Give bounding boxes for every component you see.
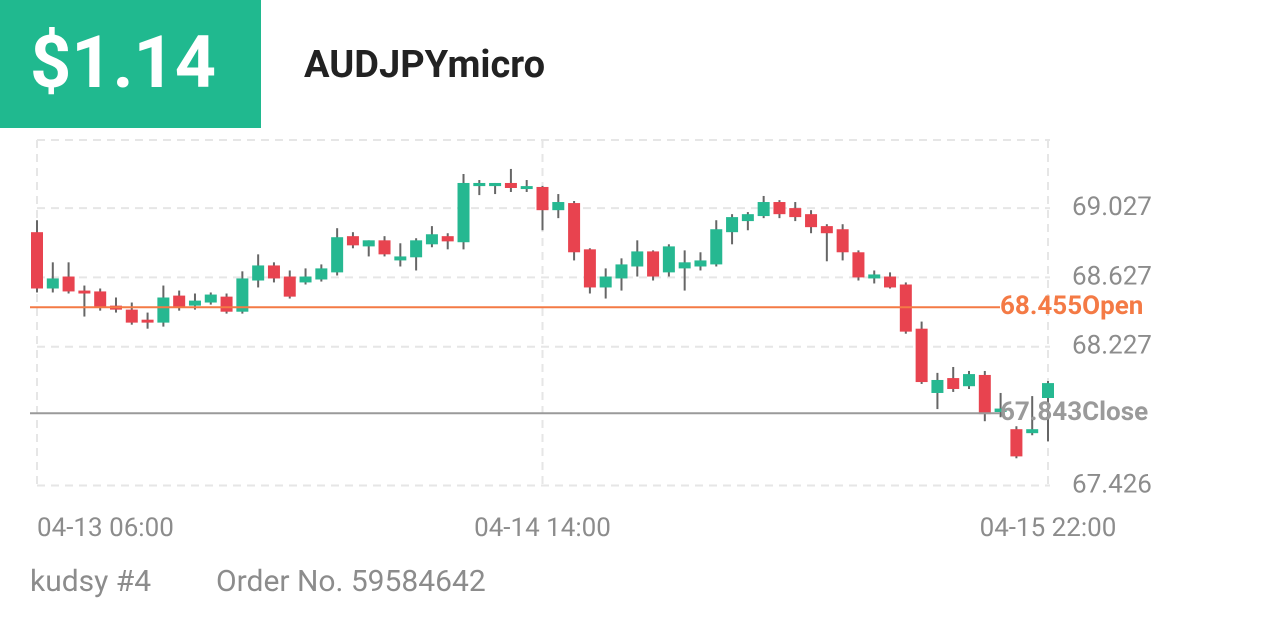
- reference-value: 67.843: [1000, 397, 1082, 427]
- candle-body: [78, 290, 91, 294]
- reference-label: 67.843Close: [1000, 397, 1148, 427]
- candle-body: [647, 251, 660, 277]
- candle-body: [489, 182, 502, 187]
- candle-body: [915, 328, 928, 383]
- candle-body: [978, 374, 991, 415]
- candle-body: [473, 182, 486, 187]
- candle-body: [963, 374, 976, 387]
- candle-body: [994, 408, 1007, 413]
- candle-body: [773, 202, 786, 215]
- candle-body: [410, 240, 423, 258]
- reference-value: 68.455: [1000, 291, 1082, 321]
- candle-body: [362, 240, 375, 247]
- candle-body: [204, 294, 217, 303]
- candle-body: [125, 309, 138, 323]
- candle-body: [726, 217, 739, 233]
- candle-body: [1026, 429, 1039, 434]
- x-tick-label: 04-14 14:00: [474, 513, 611, 543]
- candle-body: [757, 202, 770, 217]
- candle-body: [188, 300, 201, 306]
- candle-body: [267, 265, 280, 279]
- y-tick-label: 68.227: [1072, 331, 1152, 361]
- x-tick-label: 04-15 22:00: [980, 513, 1117, 543]
- candle-body: [346, 236, 359, 246]
- candle-body: [741, 214, 754, 222]
- candle-body: [868, 274, 881, 279]
- reference-name: Open: [1082, 291, 1143, 321]
- symbol: AUDJPYmicro: [304, 43, 545, 87]
- account: kudsy #4: [30, 564, 151, 599]
- candle-body: [62, 276, 75, 292]
- candle-body: [220, 296, 233, 312]
- candle-body: [520, 186, 533, 190]
- candle-body: [1042, 383, 1054, 398]
- candle-body: [252, 265, 265, 281]
- candle-body: [141, 319, 154, 323]
- candle-body: [599, 276, 612, 288]
- candle-body: [820, 226, 833, 234]
- candle-body: [947, 378, 960, 389]
- candle-body: [568, 203, 581, 253]
- y-tick-label: 68.627: [1072, 261, 1152, 291]
- candle-body: [805, 214, 818, 228]
- candle-body: [378, 240, 391, 255]
- candle-body: [315, 268, 328, 280]
- candle-body: [583, 249, 596, 288]
- candle-body: [662, 246, 675, 273]
- candle-body: [441, 236, 454, 242]
- candle-body: [1010, 429, 1023, 457]
- candle-body: [884, 276, 897, 288]
- candle-body: [236, 278, 249, 312]
- plot: 67.426 68.227 68.627 69.027 04-13 06:00 04-14…: [30, 140, 1152, 543]
- y-tick-label: 69.027: [1072, 192, 1152, 222]
- profit-badge: [0, 0, 261, 128]
- candle-body: [173, 295, 186, 308]
- candle-body: [31, 232, 43, 289]
- candle-body: [425, 234, 438, 245]
- candle-body: [789, 208, 802, 218]
- candle-body: [457, 182, 470, 243]
- candle-body: [678, 262, 691, 269]
- candle-body: [94, 291, 107, 308]
- candle-body: [710, 229, 723, 265]
- candle-body: [394, 256, 407, 261]
- candle-body: [283, 276, 296, 297]
- reference-name: Close: [1082, 397, 1148, 427]
- candle-body: [46, 278, 59, 289]
- candle-body: [331, 237, 344, 273]
- candle-body: [157, 297, 170, 323]
- order-number: Order No. 59584642: [216, 564, 486, 599]
- candle-body: [615, 264, 628, 279]
- candle-body: [552, 202, 565, 211]
- candle-body: [504, 182, 517, 188]
- candle-body: [299, 276, 312, 283]
- candle-body: [694, 260, 707, 267]
- reference-label: 68.455Open: [1000, 291, 1143, 321]
- candle-body: [852, 252, 865, 278]
- candle-body: [836, 229, 849, 253]
- profit: $1.14: [30, 20, 216, 105]
- candle-body: [536, 186, 549, 211]
- candle-body: [931, 379, 944, 393]
- y-tick-label: 67.426: [1072, 469, 1152, 499]
- x-tick-label: 04-13 06:00: [37, 513, 174, 543]
- candle-body: [631, 251, 644, 267]
